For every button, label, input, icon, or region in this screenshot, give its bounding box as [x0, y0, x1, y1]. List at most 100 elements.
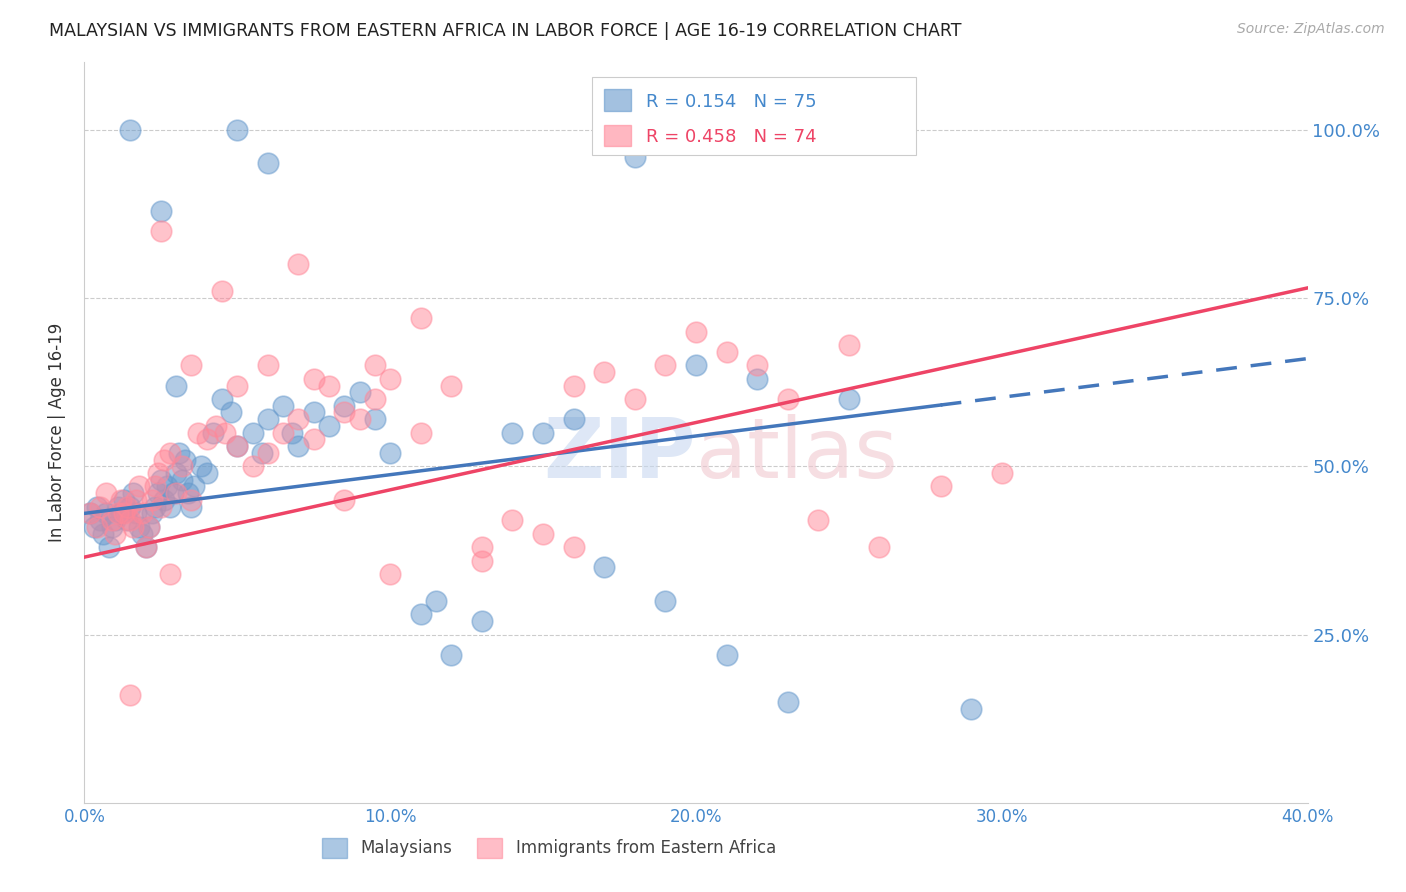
- Point: [776, 695, 799, 709]
- Point: [838, 392, 860, 406]
- Point: [776, 392, 799, 406]
- Point: [287, 412, 309, 426]
- Point: [380, 372, 402, 386]
- Point: [94, 507, 117, 521]
- Point: [226, 439, 249, 453]
- Point: [287, 257, 309, 271]
- FancyBboxPatch shape: [605, 89, 631, 111]
- Point: [149, 224, 172, 238]
- Point: [716, 344, 738, 359]
- Point: [380, 566, 402, 581]
- Point: [747, 372, 769, 386]
- Point: [364, 359, 387, 373]
- Point: [172, 473, 194, 487]
- Point: [149, 203, 172, 218]
- Point: [167, 446, 190, 460]
- Point: [83, 520, 105, 534]
- Point: [257, 156, 280, 170]
- Point: [685, 325, 707, 339]
- Point: [195, 466, 218, 480]
- Point: [318, 378, 340, 392]
- Point: [624, 150, 647, 164]
- Point: [250, 446, 273, 460]
- Point: [91, 526, 114, 541]
- Point: [153, 452, 176, 467]
- Point: [149, 500, 172, 514]
- Point: [135, 540, 157, 554]
- Point: [86, 520, 108, 534]
- Point: [471, 540, 494, 554]
- Point: [79, 507, 101, 521]
- Point: [180, 359, 202, 373]
- Point: [502, 425, 524, 440]
- Point: [562, 412, 585, 426]
- Point: [302, 433, 325, 447]
- Text: R = 0.154   N = 75: R = 0.154 N = 75: [645, 93, 817, 111]
- Point: [562, 378, 585, 392]
- Point: [190, 459, 212, 474]
- Point: [257, 359, 280, 373]
- Point: [287, 439, 309, 453]
- Point: [364, 392, 387, 406]
- Point: [138, 520, 160, 534]
- Text: R = 0.458   N = 74: R = 0.458 N = 74: [645, 128, 817, 146]
- Point: [226, 439, 249, 453]
- FancyBboxPatch shape: [592, 78, 917, 155]
- Point: [79, 507, 101, 521]
- Point: [318, 418, 340, 433]
- Point: [562, 540, 585, 554]
- Point: [425, 594, 447, 608]
- Point: [242, 459, 264, 474]
- Point: [177, 486, 200, 500]
- Point: [214, 425, 236, 440]
- Point: [104, 513, 127, 527]
- Point: [165, 466, 187, 480]
- Point: [183, 479, 205, 493]
- Point: [929, 479, 952, 493]
- Point: [162, 486, 184, 500]
- Point: [104, 526, 127, 541]
- Point: [531, 425, 554, 440]
- Point: [112, 492, 135, 507]
- Point: [960, 701, 983, 715]
- Point: [747, 359, 769, 373]
- Point: [349, 385, 371, 400]
- Point: [115, 500, 138, 514]
- Point: [333, 405, 356, 419]
- Point: [195, 433, 218, 447]
- Point: [180, 492, 202, 507]
- Point: [302, 372, 325, 386]
- Point: [131, 526, 153, 541]
- Point: [110, 492, 132, 507]
- Point: [807, 513, 830, 527]
- Point: [110, 507, 132, 521]
- Point: [122, 520, 145, 534]
- Point: [807, 122, 830, 136]
- Point: [86, 500, 108, 514]
- Point: [115, 513, 138, 527]
- Point: [141, 507, 163, 521]
- Point: [271, 425, 294, 440]
- Point: [120, 122, 142, 136]
- Point: [211, 392, 233, 406]
- Point: [120, 513, 142, 527]
- Point: [112, 507, 135, 521]
- Legend: Malaysians, Immigrants from Eastern Africa: Malaysians, Immigrants from Eastern Afri…: [315, 831, 783, 865]
- Point: [409, 425, 432, 440]
- Point: [120, 500, 142, 514]
- Point: [471, 614, 494, 628]
- Point: [128, 479, 150, 493]
- Point: [159, 566, 181, 581]
- Point: [186, 425, 208, 440]
- Point: [128, 520, 150, 534]
- Point: [89, 500, 111, 514]
- Text: MALAYSIAN VS IMMIGRANTS FROM EASTERN AFRICA IN LABOR FORCE | AGE 16-19 CORRELATI: MALAYSIAN VS IMMIGRANTS FROM EASTERN AFR…: [49, 22, 962, 40]
- Point: [471, 553, 494, 567]
- Point: [146, 486, 169, 500]
- Point: [138, 520, 160, 534]
- Point: [281, 425, 304, 440]
- Point: [991, 466, 1014, 480]
- Point: [257, 446, 280, 460]
- Point: [624, 392, 647, 406]
- Point: [333, 399, 356, 413]
